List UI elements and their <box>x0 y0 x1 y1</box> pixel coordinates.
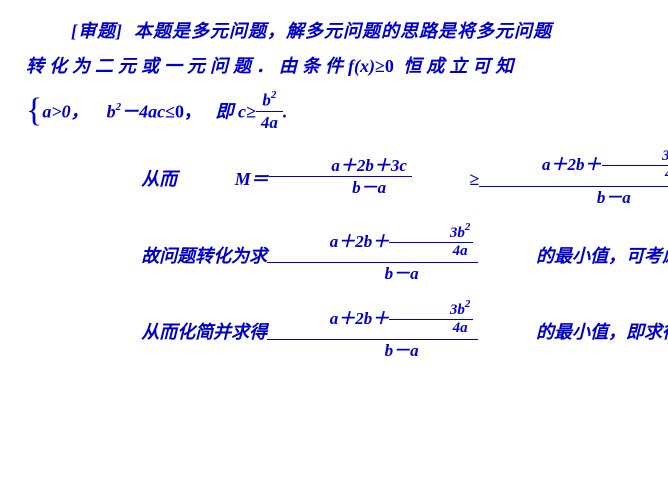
frac-goal: a＋2b＋3b24ab－a <box>267 224 478 285</box>
frac-b2-4a: b24a <box>256 90 283 133</box>
frac-goal2: a＋2b＋3b24ab－a <box>267 301 478 362</box>
fx: f(x) <box>348 56 375 76</box>
c-ge: c≥ <box>238 102 256 122</box>
line-2-tail: 恒成立可知 <box>403 56 518 76</box>
line-2: 转化为二元或一元问题．由条件f(x)≥0 恒成立可知 <box>26 53 642 80</box>
ji: 即 <box>215 102 233 122</box>
cond-prefix: 由条件 <box>279 56 348 76</box>
line-1: [审题] 本题是多元问题，解多元问题的思路是将多元问题 <box>26 18 642 45</box>
minus4ac: －4ac <box>121 102 165 122</box>
a-positive: a>0， <box>42 102 88 122</box>
congm: 从而 <box>84 166 178 193</box>
frac-M-lhs: a＋2b＋3cb－a <box>269 156 412 199</box>
line-2-lead: 转化为二元或一元问题． <box>26 56 279 76</box>
analysis-label: [审题] <box>71 21 123 41</box>
M-eq: M＝ <box>177 166 269 193</box>
line-3: {a>0， b2－4ac≤0， 即 c≥b24a. <box>26 88 642 139</box>
ge-zero: ≥0 <box>375 56 394 76</box>
brace-left: { <box>26 85 42 136</box>
l5-lead: 故问题转化为求 <box>84 243 268 270</box>
l6-lead: 从而化简并求得 <box>84 319 268 346</box>
l5-mid: 的最小值，可考虑令 <box>478 243 668 270</box>
ge-sign: ≥ <box>412 166 479 193</box>
line-5: 故问题转化为求a＋2b＋3b24ab－a的最小值，可考虑令 t＝ba， <box>26 226 642 287</box>
b-sym: b <box>107 102 116 122</box>
exp-2a: 2 <box>116 101 122 113</box>
line-1-text: 本题是多元问题，解多元问题的思路是将多元问题 <box>134 21 552 41</box>
line-6: 从而化简并求得a＋2b＋3b24ab－a的最小值，即求得问题的答案． <box>26 303 642 364</box>
frac-M-rhs: a＋2b＋3b24ab－a <box>479 147 668 208</box>
le-zero: ≤0， <box>165 102 202 122</box>
period: . <box>283 102 288 122</box>
l6-tail: 的最小值，即求得问题的答案． <box>478 319 668 346</box>
line-4: 从而 M＝a＋2b＋3cb－a≥a＋2b＋3b24ab－a， <box>26 149 642 210</box>
